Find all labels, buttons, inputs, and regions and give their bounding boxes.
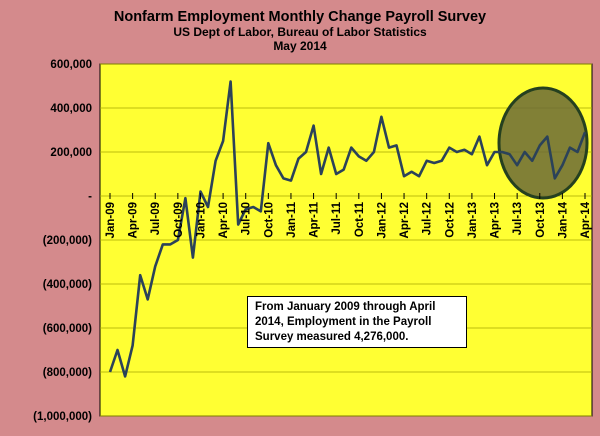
annotation-line-3: Survey measured 4,276,000. <box>255 331 409 343</box>
x-tick-label: Jul-11 <box>331 201 343 234</box>
x-tick-label: Apr-11 <box>309 201 321 237</box>
y-tick-label: 400,000 <box>50 103 92 115</box>
x-tick-label: Jul-13 <box>512 202 524 235</box>
x-axis: Jan-09 Apr-09 Jul-09 Oct-09 Jan-10 Apr-10 Jul-… <box>105 193 592 238</box>
x-tick-label: Oct-11 <box>354 201 366 237</box>
annotation-line-1: From January 2009 through April <box>255 301 436 313</box>
y-tick-label: (600,000) <box>43 323 92 335</box>
chart-subtitle-date: May 2014 <box>273 39 327 53</box>
x-tick-label: Jan-12 <box>376 202 388 238</box>
y-tick-label: 200,000 <box>50 147 92 159</box>
grid-layer <box>100 63 592 417</box>
y-axis: 600,000 400,000 200,000 - (200,000) (400,000)… <box>33 59 92 423</box>
series-layer <box>108 80 587 378</box>
x-tick-label: Apr-09 <box>128 202 140 238</box>
series-line <box>108 80 587 378</box>
x-tick-label: Apr-13 <box>490 202 502 238</box>
y-tick-label: (400,000) <box>43 279 92 291</box>
x-tick-label: Oct-12 <box>444 202 456 238</box>
x-tick-label: Oct-09 <box>173 202 185 238</box>
x-tick-label: Apr-12 <box>399 202 411 238</box>
x-tick-label: Jul-09 <box>150 202 162 235</box>
annotation-line-2: 2014, Employment in the Payroll <box>255 316 432 328</box>
annotation-box: From January 2009 through April 2014, Em… <box>247 296 467 348</box>
x-tick-label: Oct-10 <box>263 202 275 238</box>
x-tick-label: Jan-11 <box>286 201 298 237</box>
x-tick-label: Jan-13 <box>467 202 479 238</box>
y-tick-label: 600,000 <box>50 59 92 71</box>
x-tick-label: Jan-09 <box>105 202 117 238</box>
y-tick-label: (1,000,000) <box>33 411 92 423</box>
x-tick-label: Jul-10 <box>241 202 253 235</box>
x-tick-label: Jan-14 <box>557 201 569 238</box>
x-tick-label: Oct-13 <box>535 202 547 238</box>
y-tick-label: (800,000) <box>43 367 92 379</box>
x-tick-label: Jul-12 <box>422 202 434 235</box>
y-tick-label: (200,000) <box>43 235 92 247</box>
chart-title: Nonfarm Employment Monthly Change Payrol… <box>114 9 486 25</box>
x-tick-label: Apr-10 <box>218 202 230 238</box>
x-tick-label: Apr-14 <box>580 201 592 238</box>
y-tick-label: - <box>88 191 92 203</box>
chart-subtitle-agency: US Dept of Labor, Bureau of Labor Statis… <box>173 25 427 39</box>
x-tick-label: Jan-10 <box>195 202 207 238</box>
